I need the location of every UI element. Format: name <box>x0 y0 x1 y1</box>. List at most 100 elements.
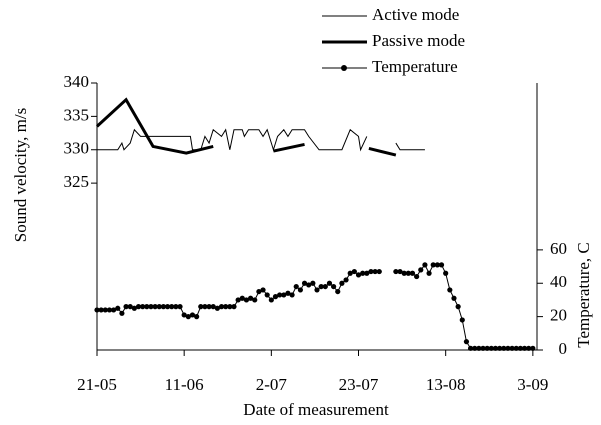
marker <box>405 270 411 276</box>
marker <box>152 304 158 310</box>
series-line <box>95 97 397 157</box>
y-tick-label: 340 <box>64 72 90 91</box>
marker <box>322 283 328 290</box>
marker <box>239 295 245 301</box>
marker <box>285 290 291 296</box>
y-tick-label: 335 <box>64 105 90 124</box>
marker <box>360 270 366 276</box>
marker <box>434 262 440 268</box>
marker <box>135 304 142 310</box>
marker <box>488 345 494 351</box>
marker <box>339 280 345 286</box>
marker <box>231 304 237 310</box>
marker <box>301 280 308 286</box>
marker <box>127 304 133 310</box>
marker <box>94 307 100 313</box>
marker <box>355 272 362 278</box>
marker <box>106 307 113 313</box>
marker <box>252 297 258 303</box>
marker <box>297 287 303 293</box>
marker <box>272 294 279 300</box>
marker <box>497 345 503 351</box>
legend-label: Temperature <box>372 57 458 76</box>
legend-marker <box>341 65 347 71</box>
marker <box>443 270 449 276</box>
marker <box>376 268 382 275</box>
marker <box>447 287 453 293</box>
y-tick-label: 325 <box>64 172 90 191</box>
marker <box>459 317 465 323</box>
marker <box>218 304 225 310</box>
marker <box>131 305 137 311</box>
marker <box>492 345 499 351</box>
marker <box>467 345 474 351</box>
marker <box>173 304 179 310</box>
marker <box>247 295 254 301</box>
y-tick-label: 330 <box>64 139 90 158</box>
marker <box>526 345 532 351</box>
marker <box>144 304 150 310</box>
marker <box>418 267 424 273</box>
marker <box>98 307 104 313</box>
marker <box>521 345 528 351</box>
marker <box>401 270 407 276</box>
marker <box>189 312 196 318</box>
marker <box>119 310 125 316</box>
marker <box>368 268 374 275</box>
marker <box>164 304 171 310</box>
marker <box>438 262 445 268</box>
y-axis-label: Sound velocity, m/s <box>11 108 30 242</box>
marker <box>111 307 117 313</box>
marker <box>314 287 320 293</box>
marker <box>517 345 523 351</box>
marker <box>318 283 324 290</box>
marker <box>148 304 154 310</box>
marker <box>414 273 420 280</box>
marker <box>397 268 403 275</box>
marker <box>185 314 191 320</box>
marker <box>293 283 299 290</box>
legend-label: Active mode <box>372 5 459 24</box>
marker <box>214 305 220 311</box>
marker <box>430 262 436 268</box>
marker <box>223 304 229 310</box>
y2-tick-label: 0 <box>559 339 568 358</box>
series-line <box>97 128 425 152</box>
marker <box>530 345 536 351</box>
marker <box>156 304 162 310</box>
marker <box>505 345 511 351</box>
marker <box>177 304 183 310</box>
marker <box>476 345 482 351</box>
x-tick-label: 2-07 <box>256 375 288 394</box>
marker <box>463 339 470 345</box>
marker <box>501 345 507 351</box>
x-tick-label: 21-05 <box>77 375 117 394</box>
marker <box>235 297 241 303</box>
legend-label: Passive mode <box>372 31 465 50</box>
marker <box>513 345 519 351</box>
y2-tick-label: 20 <box>550 306 567 325</box>
marker <box>194 314 200 320</box>
marker <box>343 277 349 283</box>
marker <box>472 345 478 351</box>
marker <box>210 304 216 310</box>
marker <box>243 297 250 303</box>
marker <box>509 345 515 351</box>
x-tick-label: 3-09 <box>517 375 548 394</box>
marker <box>140 304 146 310</box>
x-tick-label: 13-08 <box>426 375 466 394</box>
marker <box>102 307 108 313</box>
marker <box>326 280 333 286</box>
marker <box>393 268 399 275</box>
marker <box>310 280 316 286</box>
marker <box>422 262 428 268</box>
marker <box>169 304 175 310</box>
marker <box>289 292 295 298</box>
marker <box>268 297 274 303</box>
marker <box>455 304 461 310</box>
marker <box>202 304 208 310</box>
y2-axis-label: Temperature, C <box>574 242 593 348</box>
marker <box>335 288 341 295</box>
marker <box>160 304 167 310</box>
